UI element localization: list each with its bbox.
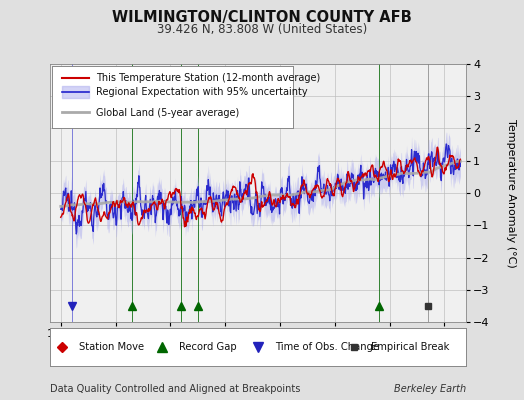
Text: Regional Expectation with 95% uncertainty: Regional Expectation with 95% uncertaint… <box>96 87 308 97</box>
Text: Berkeley Earth: Berkeley Earth <box>394 384 466 394</box>
Text: Global Land (5-year average): Global Land (5-year average) <box>96 108 239 118</box>
Text: Record Gap: Record Gap <box>179 342 236 352</box>
Text: Time of Obs. Change: Time of Obs. Change <box>275 342 379 352</box>
Text: WILMINGTON/CLINTON COUNTY AFB: WILMINGTON/CLINTON COUNTY AFB <box>112 10 412 25</box>
Text: Station Move: Station Move <box>79 342 144 352</box>
Text: 39.426 N, 83.808 W (United States): 39.426 N, 83.808 W (United States) <box>157 23 367 36</box>
Text: Data Quality Controlled and Aligned at Breakpoints: Data Quality Controlled and Aligned at B… <box>50 384 300 394</box>
Y-axis label: Temperature Anomaly (°C): Temperature Anomaly (°C) <box>507 119 517 267</box>
Text: Empirical Break: Empirical Break <box>370 342 449 352</box>
Text: This Temperature Station (12-month average): This Temperature Station (12-month avera… <box>96 73 320 83</box>
